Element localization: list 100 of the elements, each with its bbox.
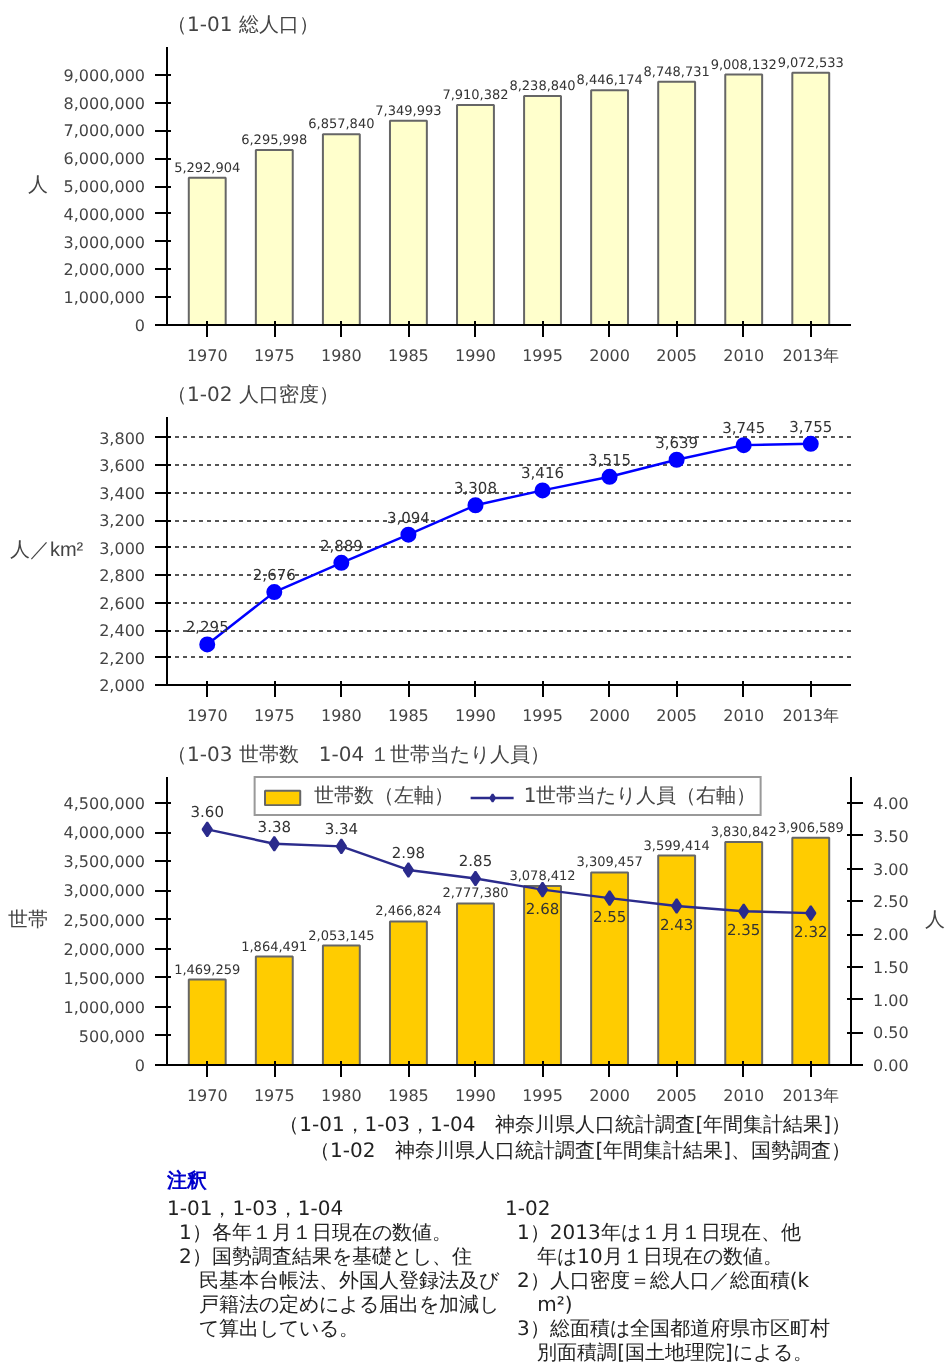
point — [536, 881, 549, 898]
y2-tick-label: 1.00 — [873, 991, 909, 1010]
chart-title: （1-02 人口密度） — [167, 383, 339, 407]
x-tick-label: 1990 — [455, 1087, 496, 1105]
x-tick-label: 2005 — [656, 347, 698, 365]
y-tick-label: 3,000 — [99, 539, 146, 558]
y2-tick-label: 3.00 — [873, 860, 909, 879]
bar — [254, 955, 294, 1065]
bar — [456, 902, 495, 1065]
bar — [724, 73, 764, 325]
y-tick-label: 3,000,000 — [63, 882, 146, 901]
x-tick-label: 2010 — [723, 707, 765, 725]
y-tick-label: 8,000,000 — [63, 94, 146, 113]
text: 2）国勢調査結果を基礎とし、住民基本台帳法、外国人登録法及び戸籍法の定めによる届出を加減して算出している。 — [179, 1245, 502, 1341]
x-tick-label: 2013年 — [782, 347, 840, 365]
x-tick-label: 1995 — [522, 1087, 563, 1105]
bar — [791, 836, 831, 1065]
text: 1-01，1-03，1-04 — [167, 1199, 344, 1221]
y2-axis-title: 人 — [924, 910, 945, 932]
point — [268, 835, 280, 852]
y-tick-label: 3,400 — [99, 484, 146, 503]
point — [201, 821, 213, 838]
x-tick-label: 1970 — [186, 347, 228, 365]
x-tick-label: 1970 — [186, 707, 228, 725]
y-tick-label: 5,000,000 — [63, 178, 146, 196]
y-tick-label: 1,500,000 — [63, 969, 146, 988]
y2-tick-label: 0.50 — [873, 1024, 909, 1043]
bar — [657, 854, 697, 1065]
y-tick-label: 2,400 — [99, 622, 146, 641]
y-tick-label: 3,600 — [99, 457, 146, 476]
y-tick-label: 4,000,000 — [63, 205, 146, 224]
y2-tick-label: 1.50 — [873, 958, 909, 977]
y-axis-title: 人／km² — [9, 540, 85, 562]
y-tick-label: 2,500,000 — [63, 911, 146, 930]
x-tick-label: 2013年 — [782, 1087, 840, 1105]
y-tick-label: 3,800 — [99, 429, 146, 448]
x-tick-label: 1985 — [388, 1087, 429, 1105]
point — [670, 897, 683, 914]
x-tick-label: 1975 — [253, 707, 295, 725]
point — [601, 468, 618, 485]
bar — [590, 89, 630, 325]
x-tick-label: 1995 — [522, 707, 563, 725]
bar — [724, 841, 764, 1065]
bar — [187, 176, 227, 325]
bar — [254, 148, 294, 325]
y-tick-label: 2,000 — [99, 677, 146, 695]
bar — [657, 80, 697, 325]
y-tick-label: 3,500,000 — [63, 853, 146, 872]
point — [199, 636, 216, 653]
bar — [523, 884, 562, 1065]
x-tick-label: 2000 — [589, 347, 630, 365]
y-tick-label: 1,000,000 — [63, 998, 146, 1017]
bar — [456, 104, 495, 325]
text: （1-02 神奈川県人口統計調査[年間集計結果]、国勢調査） — [310, 1139, 851, 1163]
y2-tick-label: 3.50 — [873, 827, 909, 846]
bar — [590, 871, 630, 1065]
y2-tick-label: 2.50 — [873, 893, 909, 912]
x-tick-label: 2000 — [589, 1087, 630, 1105]
point — [534, 482, 551, 499]
point — [738, 903, 750, 920]
x-tick-label: 1985 — [388, 347, 429, 365]
y-tick-label: 4,500,000 — [63, 795, 146, 814]
y-axis-title: 世帯 — [7, 908, 48, 932]
y-tick-label: 3,000,000 — [63, 233, 146, 252]
text: （1-01，1-03，1-04 神奈川県人口統計調査[年間集計結果]） — [279, 1113, 851, 1137]
bar — [187, 978, 227, 1065]
y-tick-label: 2,000,000 — [63, 940, 146, 959]
text: 1-02 — [504, 1199, 551, 1221]
bar — [791, 71, 831, 325]
chart-title: （1-01 総人口） — [167, 13, 319, 37]
bar — [388, 920, 428, 1065]
y-tick-label: 6,000,000 — [63, 150, 146, 169]
point — [668, 451, 685, 468]
x-tick-label: 2013年 — [782, 707, 840, 725]
legend-label: 世帯数（左軸） — [313, 783, 454, 810]
y2-tick-label: 4.00 — [873, 795, 909, 814]
text: 3）総面積は全国都道府県市区町村別面積調[国土地理院]による。 — [517, 1317, 830, 1365]
y-tick-label: 1,000,000 — [63, 289, 146, 308]
y-tick-label: 0 — [134, 1057, 146, 1075]
y2-tick-label: 2.00 — [873, 926, 909, 945]
bar — [321, 133, 361, 325]
y-tick-label: 2,000,000 — [63, 261, 146, 280]
text: 1）各年１月１日現在の数値。 — [179, 1221, 452, 1245]
bar — [321, 944, 361, 1065]
x-tick-label: 1980 — [320, 1087, 362, 1105]
point — [467, 497, 484, 514]
point — [335, 838, 348, 855]
x-tick-label: 1975 — [253, 347, 295, 365]
point — [603, 890, 616, 907]
legend-label: 1世帯当たり人員（右軸） — [523, 783, 757, 810]
point — [400, 526, 417, 543]
bar — [523, 94, 562, 325]
point — [402, 861, 415, 878]
point — [802, 435, 819, 452]
point — [469, 870, 482, 887]
y-tick-label: 2,600 — [99, 594, 146, 613]
x-tick-label: 1985 — [388, 707, 429, 725]
y-tick-label: 9,000,000 — [63, 66, 146, 85]
point — [333, 554, 350, 571]
x-tick-label: 2005 — [656, 1087, 698, 1105]
